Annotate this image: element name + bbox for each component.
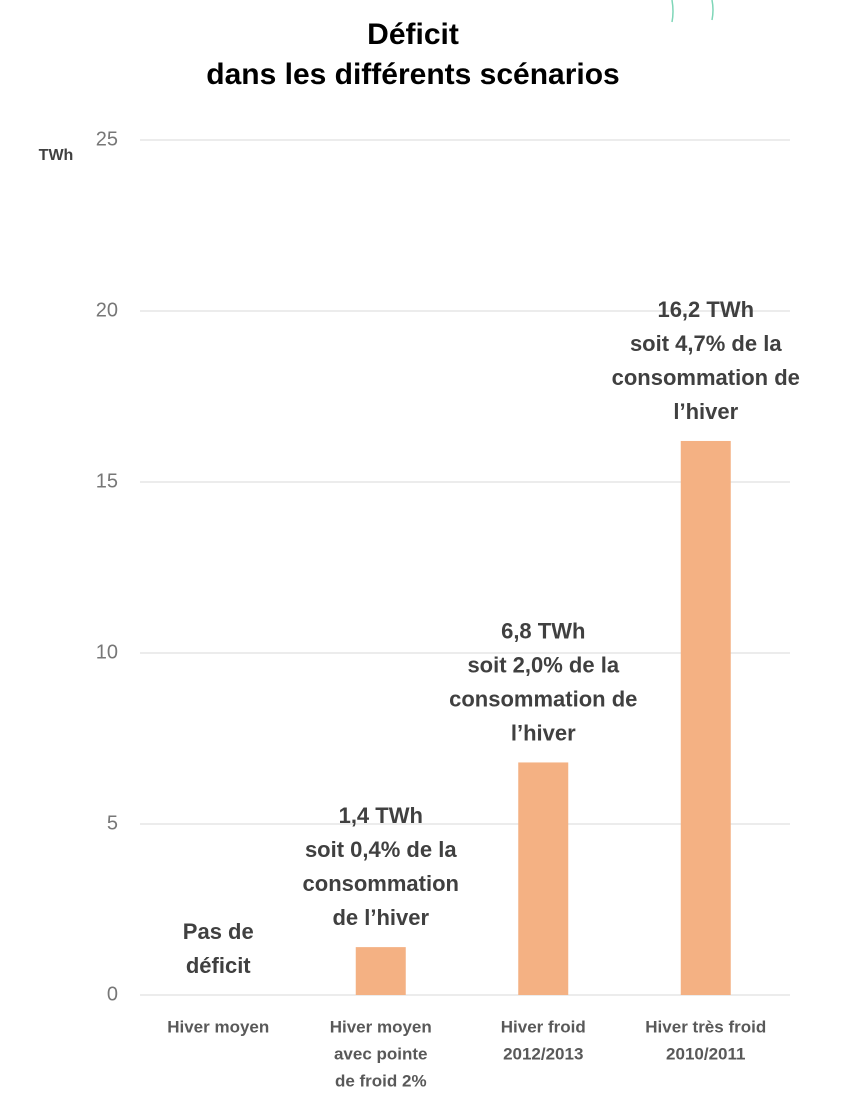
value-label: de l’hiver [332, 905, 429, 930]
value-label: l’hiver [673, 399, 738, 424]
x-tick-label: Hiver froid [501, 1017, 586, 1036]
chart-title: dans les différents scénarios [206, 58, 620, 91]
bar [680, 440, 731, 996]
value-label: 1,4 TWh [339, 803, 423, 828]
value-label: soit 0,4% de la [305, 837, 457, 862]
value-label: soit 4,7% de la [630, 331, 782, 356]
y-tick-label: 5 [107, 812, 118, 834]
y-tick-label: 10 [96, 641, 118, 663]
x-tick-label: de froid 2% [335, 1071, 427, 1090]
bar [355, 947, 406, 995]
x-tick-label: 2012/2013 [503, 1044, 583, 1063]
bar [518, 762, 569, 995]
value-label: Pas de [183, 919, 254, 944]
value-label: consommation [303, 871, 459, 896]
y-tick-label: 15 [96, 470, 118, 492]
x-tick-label: Hiver très froid [645, 1017, 766, 1036]
y-tick-label: 20 [96, 299, 118, 321]
value-label: consommation de [612, 365, 800, 390]
value-label: 6,8 TWh [501, 618, 585, 643]
y-axis-label: TWh [39, 147, 74, 164]
x-tick-label: avec pointe [334, 1044, 428, 1063]
value-label: soit 2,0% de la [467, 652, 619, 677]
deco-line [671, 0, 674, 23]
x-tick-label: Hiver moyen [167, 1017, 269, 1036]
x-tick-label: Hiver moyen [330, 1017, 432, 1036]
value-label: déficit [186, 953, 251, 978]
deco-line [711, 0, 714, 21]
x-tick-label: 2010/2011 [666, 1044, 745, 1063]
y-tick-label: 0 [107, 983, 118, 1005]
value-label: consommation de [449, 686, 637, 711]
value-label: 16,2 TWh [657, 297, 754, 322]
y-tick-label: 25 [96, 128, 118, 150]
chart-title: Déficit [367, 18, 459, 51]
decoration [671, 0, 714, 23]
value-label: l’hiver [511, 720, 576, 745]
